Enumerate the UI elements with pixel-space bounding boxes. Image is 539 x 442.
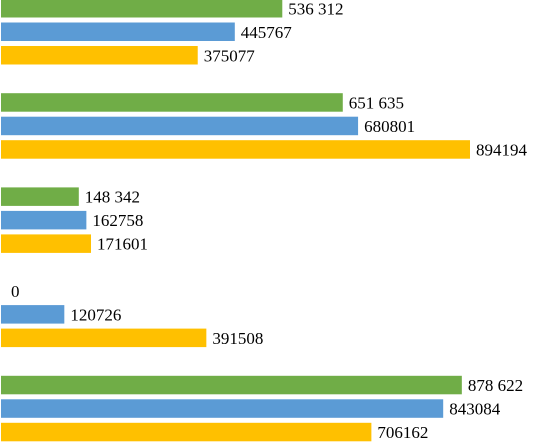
data-label-g5-s3: 706162 <box>377 423 428 442</box>
bar-g2-s1 <box>1 93 343 112</box>
data-label-g1-s1: 536 312 <box>288 0 343 18</box>
bar-g1-s1 <box>1 0 283 18</box>
data-label-g3-s3: 171601 <box>97 235 148 254</box>
bar-g4-s3 <box>1 328 207 348</box>
bar-g5-s2 <box>1 399 444 418</box>
data-label-g5-s1: 878 622 <box>468 376 523 395</box>
bar-g3-s3 <box>1 234 92 253</box>
data-label-g4-s3: 391508 <box>212 329 263 348</box>
bar-g2-s3 <box>1 140 470 159</box>
bar-g1-s3 <box>1 46 198 65</box>
bar-g3-s2 <box>1 210 87 230</box>
data-label-g2-s3: 894194 <box>476 140 528 159</box>
bar-g5-s1 <box>1 375 462 395</box>
bar-g1-s2 <box>1 22 235 41</box>
data-label-g4-s2: 120726 <box>70 305 121 324</box>
data-label-g5-s2: 843084 <box>449 400 501 419</box>
bar-g2-s2 <box>1 116 359 136</box>
data-label-g1-s3: 375077 <box>204 46 256 65</box>
data-label-g3-s2: 162758 <box>92 211 143 230</box>
data-label-g3-s1: 148 342 <box>85 188 140 207</box>
data-label-g4-s1: 0 <box>11 282 20 301</box>
bar-g5-s3 <box>1 422 372 442</box>
data-label-g1-s2: 445767 <box>241 23 293 42</box>
data-labels-layer: 536 312 445767 375077 651 635 680801 894194 14… <box>11 0 528 442</box>
bar-g4-s2 <box>1 305 65 324</box>
bar-g3-s1 <box>1 187 79 206</box>
data-label-g2-s2: 680801 <box>364 117 415 136</box>
bars-layer <box>1 0 470 442</box>
data-label-g2-s1: 651 635 <box>349 93 404 112</box>
